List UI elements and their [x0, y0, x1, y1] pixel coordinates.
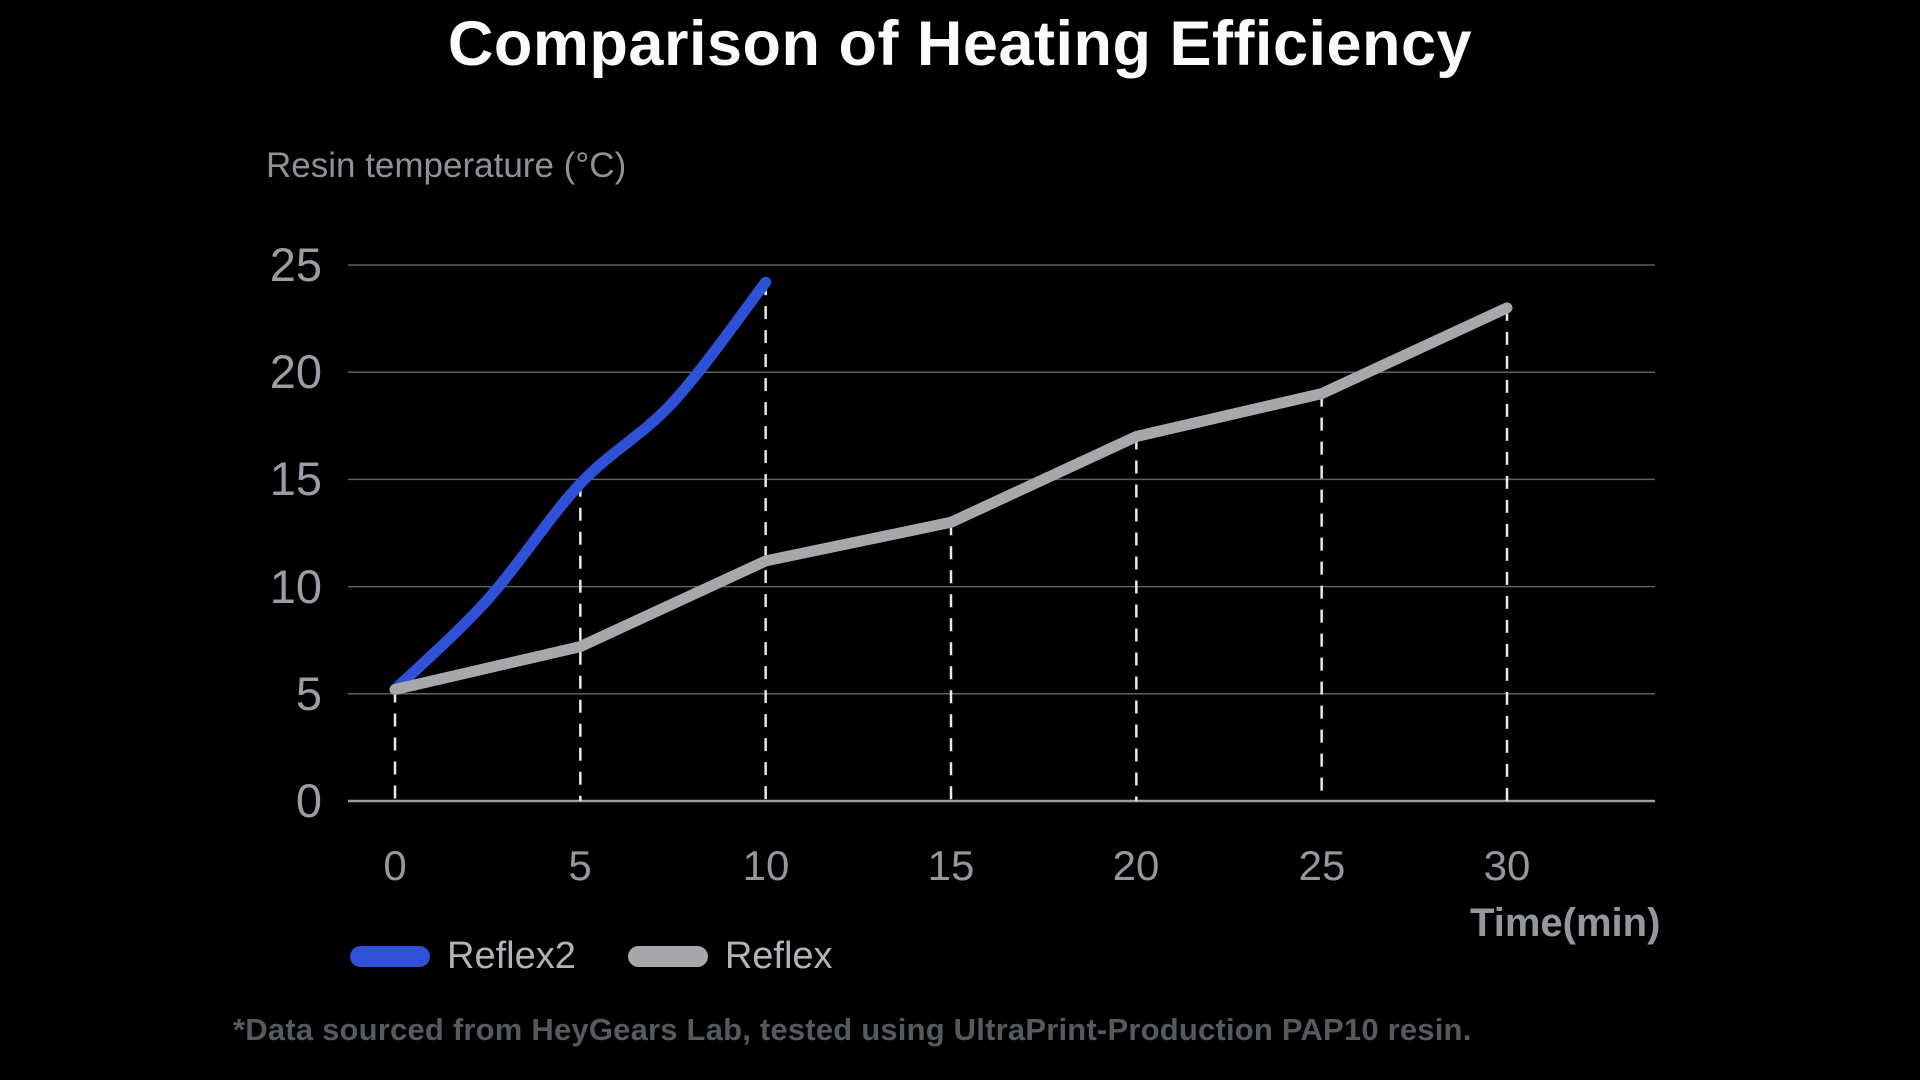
y-tick-25: 25: [270, 238, 322, 291]
y-tick-10: 10: [270, 560, 322, 613]
y-axis-title: Resin temperature (°C): [266, 146, 627, 185]
series-line-reflex: [389, 302, 1513, 695]
series-line-reflex2: [389, 276, 772, 696]
x-tick-labels: 0 5 10 15 20 25 30: [383, 842, 1530, 889]
x-tick-0: 0: [383, 842, 406, 889]
y-tick-20: 20: [270, 345, 322, 398]
footnote: *Data sourced from HeyGears Lab, tested …: [233, 1012, 1472, 1047]
y-tick-5: 5: [296, 667, 322, 720]
x-axis-title: Time(min): [1470, 901, 1661, 945]
chart-title: Comparison of Heating Efficiency: [447, 9, 1473, 79]
x-tick-30: 30: [1484, 842, 1531, 889]
x-tick-10: 10: [743, 842, 790, 889]
series-layer: [389, 276, 1513, 696]
y-tick-0: 0: [296, 774, 322, 827]
x-tick-20: 20: [1113, 842, 1160, 889]
droplines-layer: [393, 282, 1509, 801]
y-tick-15: 15: [270, 452, 322, 505]
legend: Reflex2 Reflex: [350, 934, 833, 978]
legend-label-reflex: Reflex: [724, 934, 833, 977]
legend-swatch-reflex2: [350, 945, 430, 967]
x-tick-25: 25: [1299, 842, 1346, 889]
legend-swatch-reflex: [627, 945, 708, 967]
y-tick-labels: 25 20 15 10 5 0: [270, 238, 322, 827]
x-tick-15: 15: [928, 842, 975, 889]
legend-label-reflex2: Reflex2: [447, 934, 576, 977]
x-tick-5: 5: [568, 842, 591, 889]
gridlines-layer: [348, 264, 1655, 803]
